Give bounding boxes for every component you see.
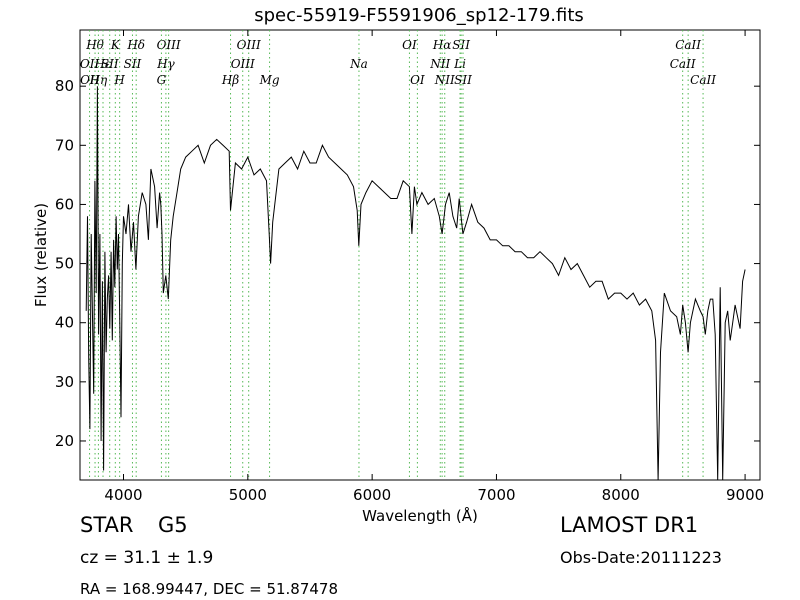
- observation-date: Obs-Date:20111223: [560, 548, 722, 567]
- y-tick-label: 50: [55, 255, 74, 273]
- line-marker-label: K: [110, 38, 121, 52]
- line-marker-label: OI: [410, 73, 425, 87]
- line-marker-label: Na: [349, 57, 368, 71]
- line-marker-label: Hδ: [126, 38, 145, 52]
- redshift-cz: cz = 31.1 ± 1.9: [80, 548, 214, 568]
- line-marker-label: OIII: [231, 57, 255, 71]
- object-class: STAR: [80, 513, 134, 537]
- x-tick-label: 6000: [353, 486, 391, 504]
- x-tick-label: 9000: [726, 486, 764, 504]
- line-marker-label: Hε: [94, 57, 112, 71]
- y-axis-label: Flux (relative): [32, 203, 50, 307]
- line-marker-label: H: [113, 73, 125, 87]
- line-marker-label: SII: [452, 38, 470, 52]
- line-marker-label: CaII: [675, 38, 701, 52]
- line-marker-label: Mg: [259, 73, 280, 87]
- line-marker-label: SII: [124, 57, 142, 71]
- axis-ticks: 4000 5000 6000 7000 8000 9000 20 30 40 50 60 70 80: [55, 30, 764, 504]
- chart-title: spec-55919-F5591906_sp12-179.fits: [254, 5, 584, 26]
- line-marker-label: NII: [434, 73, 455, 87]
- spectrum-series-line: [85, 86, 746, 481]
- y-tick-label: 20: [55, 432, 74, 450]
- object-subclass: G5: [158, 513, 188, 537]
- coordinates: RA = 168.99447, DEC = 51.87478: [80, 580, 339, 598]
- line-marker-label: SII: [101, 57, 119, 71]
- line-marker-label: Hθ: [85, 38, 104, 52]
- y-tick-label: 40: [55, 314, 74, 332]
- line-marker-label: Li: [453, 57, 466, 71]
- y-tick-label: 30: [55, 373, 74, 391]
- x-axis-label: Wavelength (Å): [362, 506, 478, 525]
- line-marker-label: OI: [402, 38, 417, 52]
- survey-name: LAMOST DR1: [560, 513, 699, 537]
- line-marker-label: SII: [454, 73, 472, 87]
- line-marker-label: NII: [429, 57, 450, 71]
- line-marker-label: Hα: [432, 38, 452, 52]
- y-tick-label: 70: [55, 136, 74, 154]
- line-marker-label: CaII: [670, 57, 696, 71]
- x-tick-label: 8000: [602, 486, 640, 504]
- y-tick-label: 60: [55, 195, 74, 213]
- x-tick-label: 5000: [229, 486, 267, 504]
- line-marker-label: OII: [80, 73, 100, 87]
- line-marker-label: G: [157, 73, 167, 87]
- plot-frame: [79, 29, 761, 481]
- line-marker-label: Hγ: [156, 57, 175, 71]
- line-marker-label: CaII: [690, 73, 716, 87]
- line-marker-label: OIII: [237, 38, 261, 52]
- x-tick-label: 4000: [104, 486, 142, 504]
- y-tick-label: 80: [55, 77, 74, 95]
- line-marker-label: Hη: [89, 73, 108, 87]
- x-tick-label: 7000: [477, 486, 515, 504]
- line-marker-label: Hβ: [221, 73, 239, 87]
- line-marker-label: OIII: [157, 38, 181, 52]
